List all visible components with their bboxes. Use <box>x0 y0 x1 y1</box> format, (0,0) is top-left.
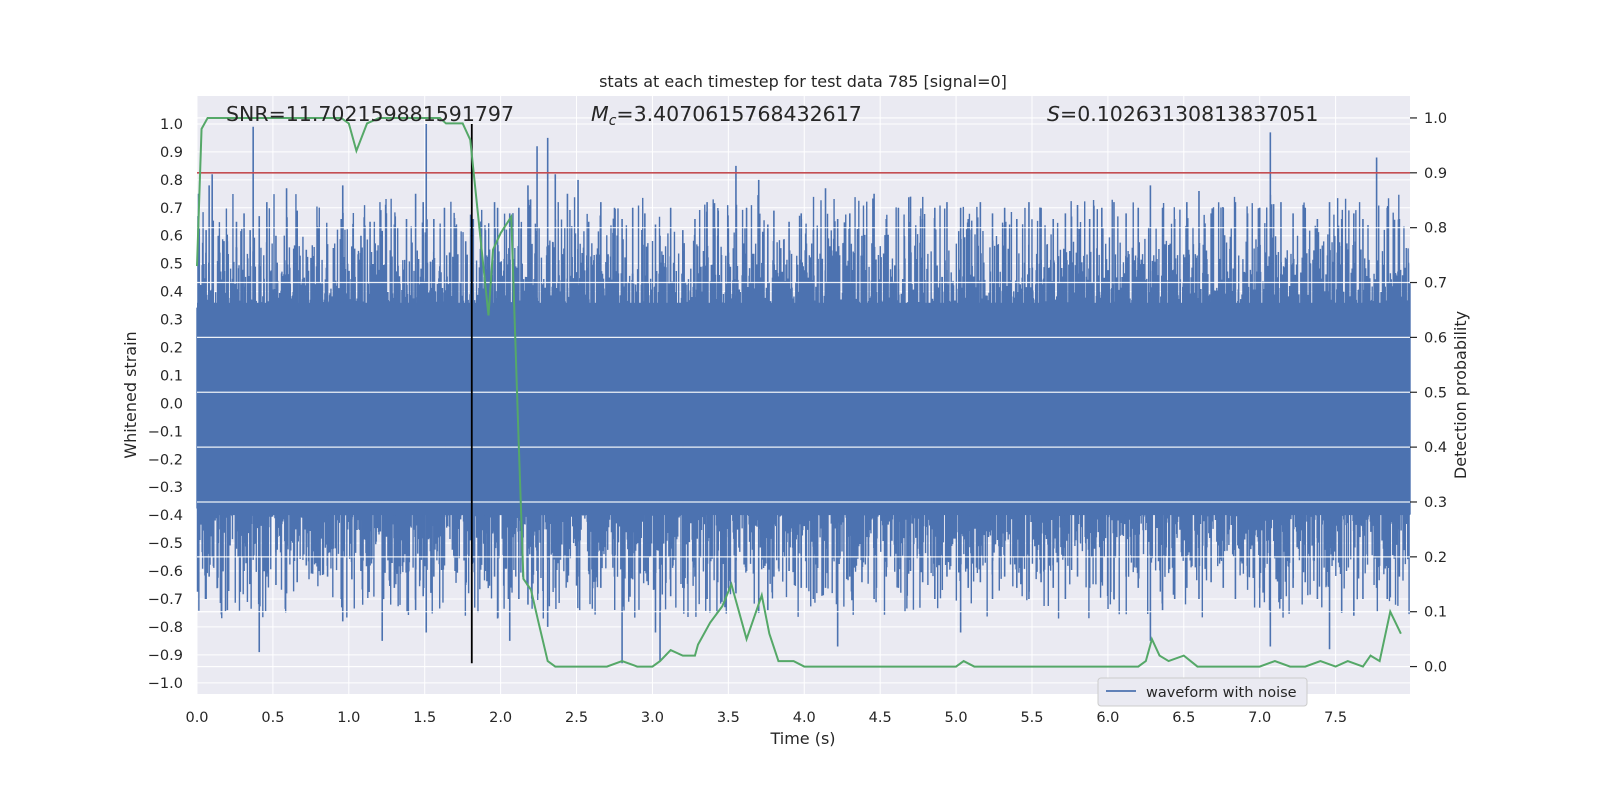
y-left-tick-label: −0.3 <box>148 480 183 496</box>
y-left-tick-label: 0.4 <box>160 285 183 301</box>
y-right-tick-label: 0.4 <box>1424 440 1447 456</box>
legend-box <box>1097 677 1308 707</box>
x-tick-label: 7.5 <box>1324 710 1347 726</box>
x-tick-label: 0.5 <box>261 710 284 726</box>
x-tick-label: 0.0 <box>185 710 208 726</box>
x-tick-label: 5.0 <box>945 710 968 726</box>
chirp-mass-symbol: M <box>591 102 609 126</box>
probability-series <box>196 116 1402 668</box>
y-right-tick-label: 0.5 <box>1424 385 1447 401</box>
legend-label-waveform: waveform with noise <box>1146 685 1297 701</box>
y-left-tick-label: 0.6 <box>160 229 183 245</box>
y-left-tick-label: −0.5 <box>148 536 183 552</box>
probability-line <box>196 116 1402 668</box>
s-value: =0.10263130813837051 <box>1060 102 1318 126</box>
y-right-tick-label: 0.0 <box>1424 660 1447 676</box>
chirp-mass-annotation: Mc=3.4070615768432617 <box>591 102 862 129</box>
y-left-tick-label: 1.0 <box>160 117 183 133</box>
waveform-core <box>197 302 1410 516</box>
waveform-series <box>196 123 1411 664</box>
x-tick-label: 4.5 <box>869 710 892 726</box>
y-right-axis-label: Detection probability <box>1451 311 1470 479</box>
x-tick-label: 3.5 <box>717 710 740 726</box>
y-left-tick-label: −1.0 <box>148 676 183 692</box>
y-left-tick-label: −0.4 <box>148 508 183 524</box>
s-symbol: S <box>1047 102 1060 126</box>
x-tick-label: 2.0 <box>489 710 512 726</box>
x-tick-label: 6.5 <box>1172 710 1195 726</box>
chart-title: stats at each timestep for test data 785… <box>599 72 1007 91</box>
y-left-tick-label: 0.5 <box>160 257 183 273</box>
y-left-tick-label: 0.9 <box>160 145 183 161</box>
x-tick-label: 1.5 <box>413 710 436 726</box>
y-right-tick-label: 0.6 <box>1424 330 1447 346</box>
y-right-tick-label: 0.1 <box>1424 605 1447 621</box>
x-tick-label: 2.5 <box>565 710 588 726</box>
y-right-tick-label: 0.9 <box>1424 166 1447 182</box>
x-tick-label: 4.0 <box>793 710 816 726</box>
y-left-axis-ticks: 1.0 0.9 0.8 0.7 0.6 0.5 0.4 0.3 0.2 0.1 0.0 −0.1 −0.… <box>148 117 183 692</box>
y-left-tick-label: −0.6 <box>148 564 183 580</box>
x-tick-label: 3.0 <box>641 710 664 726</box>
y-left-tick-label: −0.7 <box>148 592 183 608</box>
y-right-tick-label: 0.7 <box>1424 276 1447 292</box>
legend: waveform with noise <box>1097 677 1308 707</box>
y-right-axis-ticks: 1.0 0.9 0.8 0.7 0.6 0.5 0.4 0.3 0.2 0.1 0.0 <box>1410 111 1447 676</box>
x-tick-label: 6.0 <box>1096 710 1119 726</box>
chirp-mass-subscript: c <box>609 113 617 129</box>
y-left-tick-label: −0.1 <box>148 424 183 440</box>
y-left-tick-label: −0.8 <box>148 620 183 636</box>
snr-annotation: SNR=11.702159881591797 <box>226 102 514 126</box>
s-annotation: S=0.10263130813837051 <box>1047 102 1318 126</box>
x-tick-label: 7.0 <box>1248 710 1271 726</box>
y-left-tick-label: 0.8 <box>160 173 183 189</box>
y-right-tick-label: 0.3 <box>1424 495 1447 511</box>
y-left-tick-label: 0.2 <box>160 340 183 356</box>
x-tick-label: 5.5 <box>1020 710 1043 726</box>
y-right-tick-label: 0.8 <box>1424 221 1447 237</box>
chirp-mass-value: =3.4070615768432617 <box>616 102 861 126</box>
y-left-tick-label: 0.7 <box>160 201 183 217</box>
x-tick-label: 1.0 <box>337 710 360 726</box>
y-left-tick-label: −0.9 <box>148 648 183 664</box>
y-left-tick-label: −0.2 <box>148 452 183 468</box>
y-right-tick-label: 0.2 <box>1424 550 1447 566</box>
y-left-tick-label: 0.1 <box>160 368 183 384</box>
x-axis-ticks: 0.0 0.5 1.0 1.5 2.0 2.5 3.0 3.5 4.0 4.5 5.0 5.5 6.0 6… <box>185 710 1347 726</box>
y-left-axis-label: Whitened strain <box>121 331 140 458</box>
x-axis-label: Time (s) <box>769 729 835 748</box>
y-left-tick-label: 0.0 <box>160 396 183 412</box>
y-right-tick-label: 1.0 <box>1424 111 1447 127</box>
y-left-tick-label: 0.3 <box>160 313 183 329</box>
